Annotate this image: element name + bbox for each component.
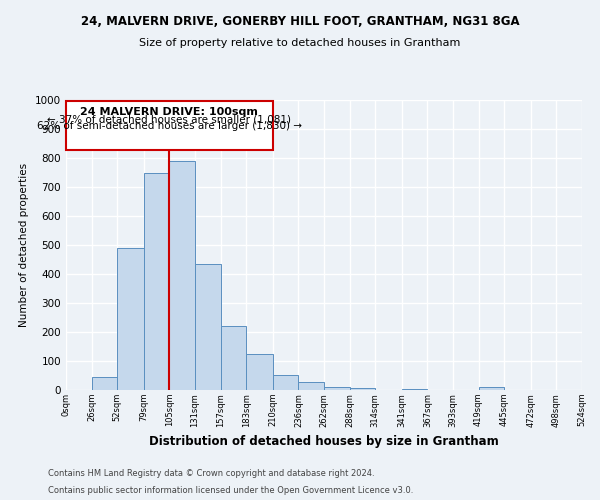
Bar: [144, 172, 169, 390]
Bar: [246, 354, 273, 390]
FancyBboxPatch shape: [66, 101, 273, 150]
Bar: [350, 388, 375, 390]
Y-axis label: Number of detached properties: Number of detached properties: [19, 163, 29, 327]
Bar: [169, 161, 195, 390]
Bar: [273, 375, 298, 390]
Bar: [298, 382, 324, 390]
Text: Size of property relative to detached houses in Grantham: Size of property relative to detached ho…: [139, 38, 461, 48]
Text: Contains HM Land Registry data © Crown copyright and database right 2024.: Contains HM Land Registry data © Crown c…: [48, 468, 374, 477]
Bar: [195, 264, 221, 390]
Bar: [402, 388, 427, 390]
X-axis label: Distribution of detached houses by size in Grantham: Distribution of detached houses by size …: [149, 435, 499, 448]
Text: 62% of semi-detached houses are larger (1,830) →: 62% of semi-detached houses are larger (…: [37, 121, 302, 131]
Text: 24, MALVERN DRIVE, GONERBY HILL FOOT, GRANTHAM, NG31 8GA: 24, MALVERN DRIVE, GONERBY HILL FOOT, GR…: [80, 15, 520, 28]
Bar: [221, 326, 246, 390]
Bar: [324, 386, 350, 390]
Bar: [479, 387, 504, 390]
Text: Contains public sector information licensed under the Open Government Licence v3: Contains public sector information licen…: [48, 486, 413, 495]
Text: 24 MALVERN DRIVE: 100sqm: 24 MALVERN DRIVE: 100sqm: [80, 108, 259, 118]
Bar: [117, 248, 144, 390]
Bar: [92, 377, 117, 390]
Text: ← 37% of detached houses are smaller (1,081): ← 37% of detached houses are smaller (1,…: [47, 114, 292, 124]
